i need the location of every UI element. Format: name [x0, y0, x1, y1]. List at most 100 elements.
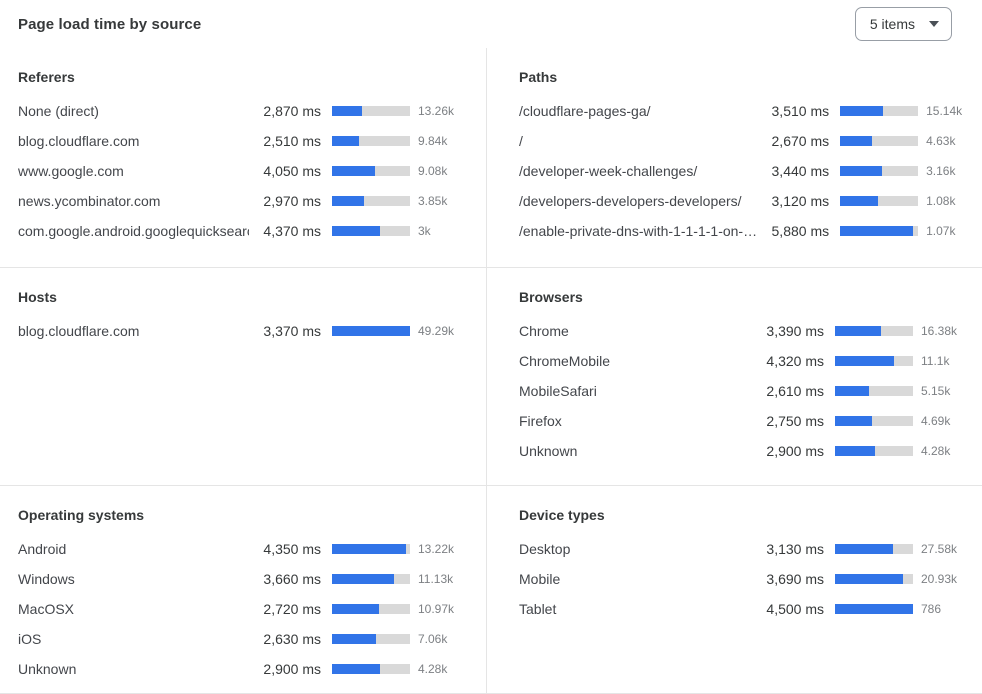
row-label: blog.cloudflare.com [18, 133, 140, 149]
row-time-value: 2,510 ms [263, 133, 321, 149]
bar-track [835, 356, 913, 366]
panel-device-types: Device types Desktop 3,130 ms 27.58k Mobile 3… [486, 486, 982, 693]
bar-fill [332, 544, 407, 554]
row-label: ChromeMobile [519, 353, 611, 369]
chart-row: /cloudflare-pages-ga/3,510 ms 15.14k [519, 96, 970, 126]
bar-fill [840, 196, 878, 206]
row-time-value: 2,900 ms [766, 443, 824, 459]
panel-title-operating-systems: Operating systems [18, 507, 145, 523]
row-time-value: 4,050 ms [263, 163, 321, 179]
panel-paths: Paths/cloudflare-pages-ga/3,510 ms 15.14k… [486, 48, 982, 267]
chart-row: blog.cloudflare.com 2,510 ms 9.84k [18, 126, 462, 156]
row-time-value: 4,370 ms [263, 223, 321, 239]
panel-title-hosts: Hosts [18, 289, 57, 305]
chart-row: www.google.com 4,050 ms 9.08k [18, 156, 462, 186]
row-label: Tablet [519, 601, 557, 617]
bar-fill [835, 416, 872, 426]
panel-browsers: Browsers Chrome 3,390 ms 16.38k ChromeMobile… [486, 268, 982, 485]
row-label: Android [18, 541, 67, 557]
bar-track [332, 106, 410, 116]
bar-track [840, 166, 919, 176]
bar-track [835, 416, 913, 426]
bar-track [332, 634, 410, 644]
chart-row: / 2,670 ms 4.63k [519, 126, 970, 156]
row-time-value: 3,660 ms [263, 571, 321, 587]
row-label: news.ycombinator.com [18, 193, 161, 209]
chart-row: MacOSX 2,720 ms 10.97k [18, 594, 462, 624]
row-label: com.google.android.googlequicksearc… [18, 223, 249, 239]
bar-fill [332, 106, 363, 116]
row-time-value: 4,500 ms [766, 601, 824, 617]
bar-fill [840, 166, 883, 176]
row-label: /enable-private-dns-with-1-1-1-1-on-… [519, 223, 758, 239]
bar-track [840, 106, 919, 116]
chevron-down-icon [929, 21, 939, 27]
bar-fill [332, 226, 380, 236]
row-count-value: 9.08k [418, 164, 448, 178]
section-row-1: Referers None (direct) 2,870 ms 13.26k blog.… [0, 48, 982, 267]
chart-row: Tablet 4,500 ms 786 [519, 594, 965, 624]
panel-operating-systems: Operating systems Android 4,350 ms 13.22k Wi… [0, 486, 486, 693]
row-label: Unknown [18, 661, 77, 677]
bar-track [332, 136, 410, 146]
chart-row: ChromeMobile 4,320 ms 11.1k [519, 346, 965, 376]
panel-title-paths: Paths [519, 69, 558, 85]
items-count-dropdown[interactable]: 5 items [854, 7, 952, 41]
row-time-value: 5,880 ms [771, 223, 830, 239]
row-time-value: 3,390 ms [766, 323, 824, 339]
row-count-value: 3k [418, 224, 431, 238]
row-count-value: 5.15k [921, 384, 951, 398]
row-count-value: 3.85k [418, 194, 448, 208]
bar-fill [835, 446, 875, 456]
row-time-value: 3,510 ms [771, 103, 830, 119]
bar-track [332, 664, 410, 674]
panel-title-device-types: Device types [519, 507, 605, 523]
row-count-value: 9.84k [418, 134, 448, 148]
bar-fill [332, 166, 375, 176]
chart-row: iOS 2,630 ms 7.06k [18, 624, 462, 654]
row-label: www.google.com [18, 163, 124, 179]
row-label: MobileSafari [519, 383, 597, 399]
bar-track [332, 604, 410, 614]
row-label: MacOSX [18, 601, 75, 617]
bar-fill [835, 356, 895, 366]
row-count-value: 10.97k [418, 602, 455, 616]
row-time-value: 2,970 ms [263, 193, 321, 209]
bar-fill [332, 326, 410, 336]
bar-fill [840, 226, 913, 236]
chart-row: Firefox 2,750 ms 4.69k [519, 406, 965, 436]
row-label: Windows [18, 571, 75, 587]
bar-track [332, 226, 410, 236]
row-label: Chrome [519, 323, 569, 339]
row-count-value: 4.28k [418, 662, 448, 676]
row-label: /developers-developers-developers/ [519, 193, 742, 209]
row-label: None (direct) [18, 103, 99, 119]
items-count-value: 5 items [869, 16, 915, 32]
row-time-value: 3,690 ms [766, 571, 824, 587]
row-count-value: 16.38k [921, 324, 958, 338]
bar-fill [332, 634, 376, 644]
chart-row: /developer-week-challenges/3,440 ms 3.16k [519, 156, 970, 186]
bar-fill [840, 136, 873, 146]
row-label: /cloudflare-pages-ga/ [519, 103, 651, 119]
row-label: Unknown [519, 443, 578, 459]
row-count-value: 7.06k [418, 632, 448, 646]
row-label: iOS [18, 631, 42, 647]
row-time-value: 2,610 ms [766, 383, 824, 399]
chart-row: Desktop 3,130 ms 27.58k [519, 534, 965, 564]
panel-title-browsers: Browsers [519, 289, 583, 305]
bar-fill [332, 574, 394, 584]
row-time-value: 3,370 ms [263, 323, 321, 339]
page-title: Page load time by source [18, 15, 202, 33]
bar-fill [840, 106, 883, 116]
row-count-value: 20.93k [921, 572, 958, 586]
bar-fill [835, 386, 870, 396]
chart-row: Unknown 2,900 ms 4.28k [18, 654, 462, 684]
chart-row: /enable-private-dns-with-1-1-1-1-on-… 5,8… [519, 216, 970, 246]
row-count-value: 11.13k [418, 572, 454, 586]
chart-row: /developers-developers-developers/3,120 … [519, 186, 970, 216]
panel-referers: Referers None (direct) 2,870 ms 13.26k blog.… [0, 48, 486, 267]
row-count-value: 15.14k [926, 104, 963, 118]
chart-row: com.google.android.googlequicksearc… 4,37… [18, 216, 462, 246]
